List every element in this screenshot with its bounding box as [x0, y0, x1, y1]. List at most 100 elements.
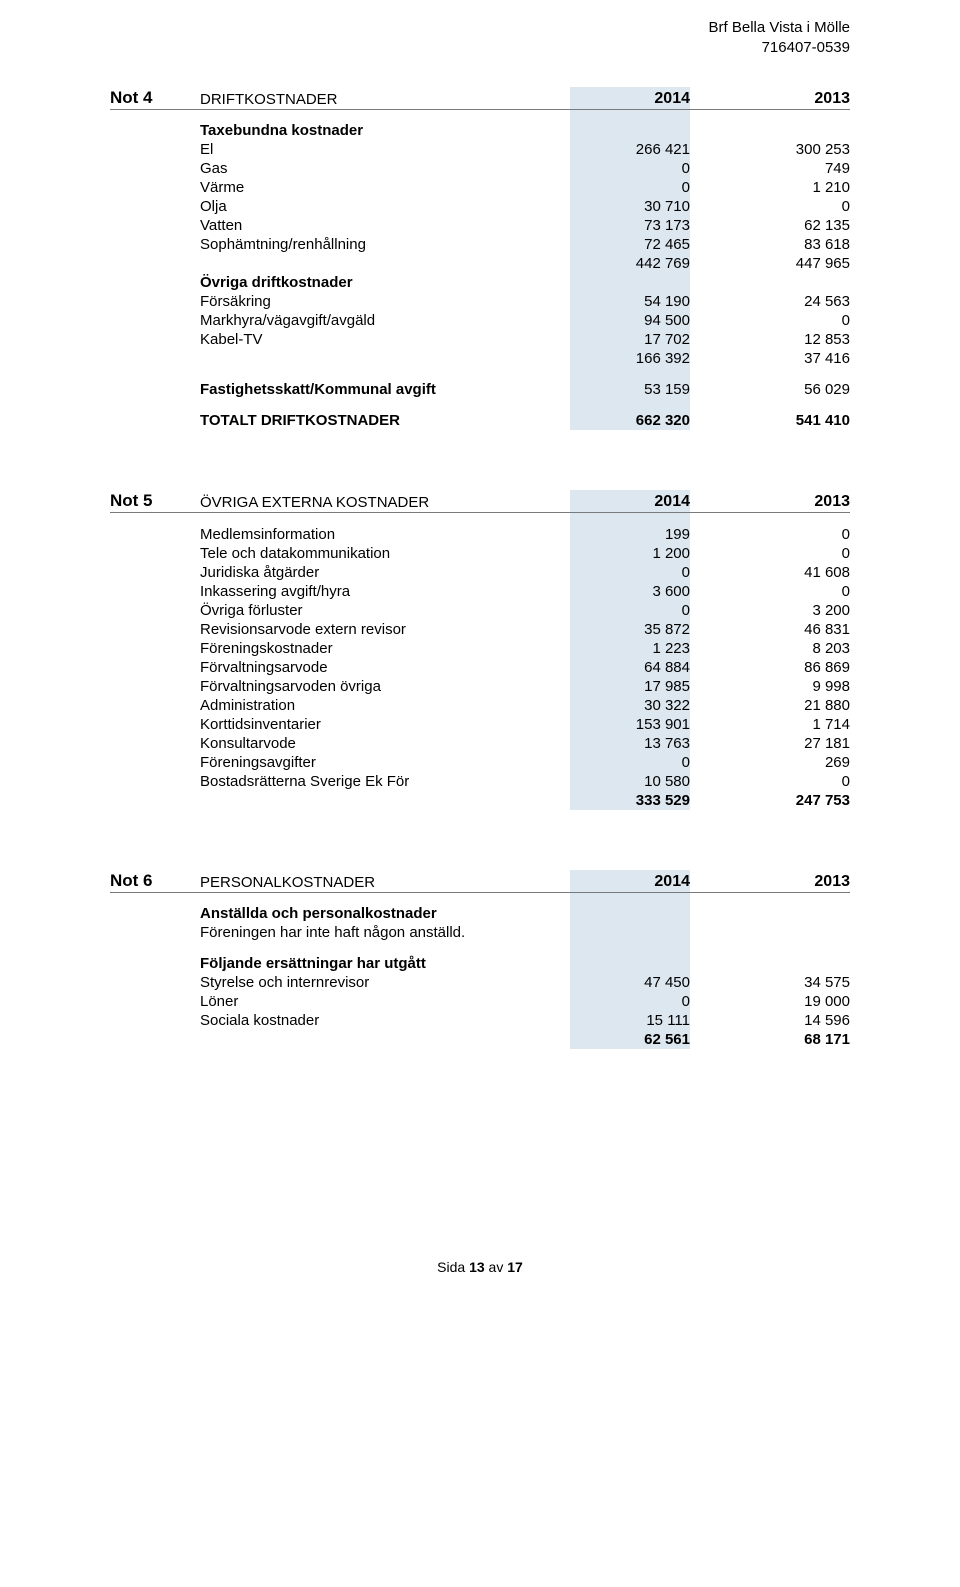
row-label: Föreningskostnader: [200, 639, 570, 658]
row-val-b: 0: [730, 544, 850, 563]
not4-sub2: Övriga driftkostnader: [200, 273, 570, 292]
row-label: Olja: [200, 197, 570, 216]
not5-total-b: 247 753: [730, 791, 850, 810]
row-label: Kabel-TV: [200, 330, 570, 349]
row-val-b: 21 880: [730, 696, 850, 715]
not6-table: Not 6 PERSONALKOSTNADER 2014 2013 Anstäl…: [110, 870, 850, 1049]
not6-total-b: 68 171: [730, 1030, 850, 1049]
org-number: 716407-0539: [110, 38, 850, 58]
not5-key: Not 5: [110, 490, 200, 512]
not4-table: Not 4 DRIFTKOSTNADER 2014 2013 Taxebundn…: [110, 87, 850, 430]
table-row: Revisionsarvode extern revisor35 872 46 8…: [110, 620, 850, 639]
not4-total-row: TOTALT DRIFTKOSTNADER 662 320 541 410: [110, 411, 850, 430]
not6-total-a: 62 561: [570, 1030, 690, 1049]
table-row: Tele och datakommunikation1 200 0: [110, 544, 850, 563]
table-row: Administration30 32221 880: [110, 696, 850, 715]
table-row: Inkassering avgift/hyra3 6000: [110, 582, 850, 601]
table-row: Förvaltningsarvoden övriga17 9859 998: [110, 677, 850, 696]
row-val-a: 17 985: [570, 677, 690, 696]
not5-head-row: Not 5 ÖVRIGA EXTERNA KOSTNADER 2014 2013: [110, 490, 850, 512]
row-val-a: 153 901: [570, 715, 690, 734]
not4-sum1-a: 442 769: [570, 254, 690, 273]
table-row: Löner019 000: [110, 992, 850, 1011]
row-val-a: 13 763: [570, 734, 690, 753]
row-val-b: 0: [730, 582, 850, 601]
row-label: Värme: [200, 178, 570, 197]
table-row: Gas0749: [110, 159, 850, 178]
table-row: El266 421300 253: [110, 140, 850, 159]
not6-total-row: 62 561 68 171: [110, 1030, 850, 1049]
not6-line1-row: Föreningen har inte haft någon anställd.: [110, 923, 850, 942]
row-label: Inkassering avgift/hyra: [200, 582, 570, 601]
table-row: Sociala kostnader15 11114 596: [110, 1011, 850, 1030]
row-val-b: 0: [730, 311, 850, 330]
table-row: Vatten73 17362 135: [110, 216, 850, 235]
row-val-a: 1 223: [570, 639, 690, 658]
row-val-b: 27 181: [730, 734, 850, 753]
row-val-a: 17 702: [570, 330, 690, 349]
not6-sub2: Följande ersättningar har utgått: [200, 954, 570, 973]
not4-total-a: 662 320: [570, 411, 690, 430]
row-val-a: 54 190: [570, 292, 690, 311]
row-val-a: 47 450: [570, 973, 690, 992]
not4-key: Not 4: [110, 87, 200, 109]
note-6: Not 6 PERSONALKOSTNADER 2014 2013 Anstäl…: [110, 870, 850, 1049]
not6-year2: 2013: [730, 870, 850, 892]
not4-fast-l: Fastighetsskatt/Kommunal avgift: [200, 380, 570, 399]
row-val-a: 94 500: [570, 311, 690, 330]
row-label: Sophämtning/renhållning: [200, 235, 570, 254]
row-label: Föreningsavgifter: [200, 753, 570, 772]
not5-table: Not 5 ÖVRIGA EXTERNA KOSTNADER 2014 2013…: [110, 490, 850, 810]
row-label: Försäkring: [200, 292, 570, 311]
not5-year2: 2013: [730, 490, 850, 512]
row-val-a: 0: [570, 563, 690, 582]
row-val-a: 0: [570, 992, 690, 1011]
row-val-a: 0: [570, 178, 690, 197]
row-val-b: 62 135: [730, 216, 850, 235]
row-label: Löner: [200, 992, 570, 1011]
not6-title: PERSONALKOSTNADER: [200, 870, 570, 892]
row-label: Tele och datakommunikation: [200, 544, 570, 563]
table-row: Markhyra/vägavgift/avgäld94 5000: [110, 311, 850, 330]
not4-sum1-b: 447 965: [730, 254, 850, 273]
row-val-a: 10 580: [570, 772, 690, 791]
not5-total-a: 333 529: [570, 791, 690, 810]
row-val-b: 0: [730, 197, 850, 216]
row-label: Vatten: [200, 216, 570, 235]
not4-sub2-row: Övriga driftkostnader: [110, 273, 850, 292]
not5-year1: 2014: [570, 490, 690, 512]
row-val-b: 0: [730, 772, 850, 791]
row-val-a: 35 872: [570, 620, 690, 639]
row-val-a: 0: [570, 753, 690, 772]
not6-key: Not 6: [110, 870, 200, 892]
row-label: Bostadsrätterna Sverige Ek För: [200, 772, 570, 791]
not4-title: DRIFTKOSTNADER: [200, 87, 570, 109]
row-val-a: 1 200: [570, 544, 690, 563]
row-label: El: [200, 140, 570, 159]
not4-fast-b: 56 029: [730, 380, 850, 399]
row-label: Förvaltningsarvode: [200, 658, 570, 677]
row-val-b: 749: [730, 159, 850, 178]
row-val-b: 3 200: [730, 601, 850, 620]
row-val-b: 46 831: [730, 620, 850, 639]
row-label: Förvaltningsarvoden övriga: [200, 677, 570, 696]
not5-title: ÖVRIGA EXTERNA KOSTNADER: [200, 490, 570, 512]
not4-total-l: TOTALT DRIFTKOSTNADER: [200, 411, 570, 430]
row-val-b: 24 563: [730, 292, 850, 311]
row-label: Gas: [200, 159, 570, 178]
table-row: Styrelse och internrevisor47 450 34 575: [110, 973, 850, 992]
row-val-a: 199: [570, 525, 690, 544]
not6-sub1: Anställda och personalkostnader: [200, 899, 570, 923]
note-5: Not 5 ÖVRIGA EXTERNA KOSTNADER 2014 2013…: [110, 490, 850, 810]
row-label: Revisionsarvode extern revisor: [200, 620, 570, 639]
row-val-b: 34 575: [730, 973, 850, 992]
table-row: Korttidsinventarier153 9011 714: [110, 715, 850, 734]
table-row: Olja30 7100: [110, 197, 850, 216]
table-row: Kabel-TV17 70212 853: [110, 330, 850, 349]
not4-sum2-a: 166 392: [570, 349, 690, 368]
row-val-a: 64 884: [570, 658, 690, 677]
org-name: Brf Bella Vista i Mölle: [110, 18, 850, 38]
row-val-a: 266 421: [570, 140, 690, 159]
row-label: Styrelse och internrevisor: [200, 973, 570, 992]
row-label: Korttidsinventarier: [200, 715, 570, 734]
